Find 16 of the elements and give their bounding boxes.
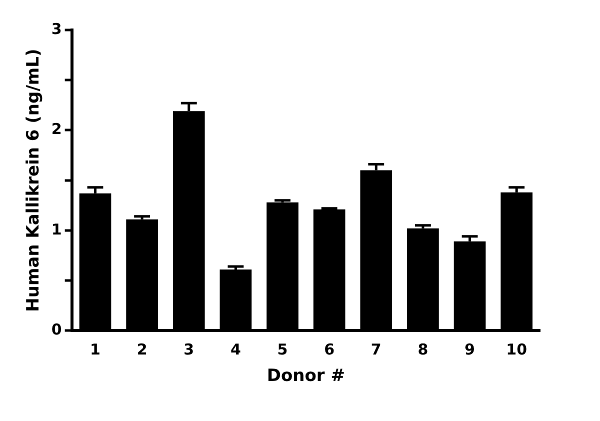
y-tick-label: 2 xyxy=(51,120,62,138)
x-tick-label: 5 xyxy=(277,340,288,358)
x-tick-label: 1 xyxy=(90,340,100,358)
y-axis-title: Human Kallikrein 6 (ng/mL) xyxy=(24,48,44,312)
x-tick-label: 8 xyxy=(418,340,428,358)
x-tick-label: 10 xyxy=(506,340,528,358)
x-tick-label: 3 xyxy=(184,340,194,358)
x-tick-label: 4 xyxy=(230,340,241,358)
x-tick-label: 2 xyxy=(136,340,148,358)
x-tick-label: 7 xyxy=(370,340,382,358)
y-tick-label: 0 xyxy=(51,320,62,338)
x-tick-label: 6 xyxy=(324,340,335,358)
x-axis-title: Donor # xyxy=(266,366,345,386)
y-tick-label: 1 xyxy=(51,220,62,238)
x-tick-label: 9 xyxy=(464,340,475,358)
y-tick-label: 3 xyxy=(51,20,62,38)
